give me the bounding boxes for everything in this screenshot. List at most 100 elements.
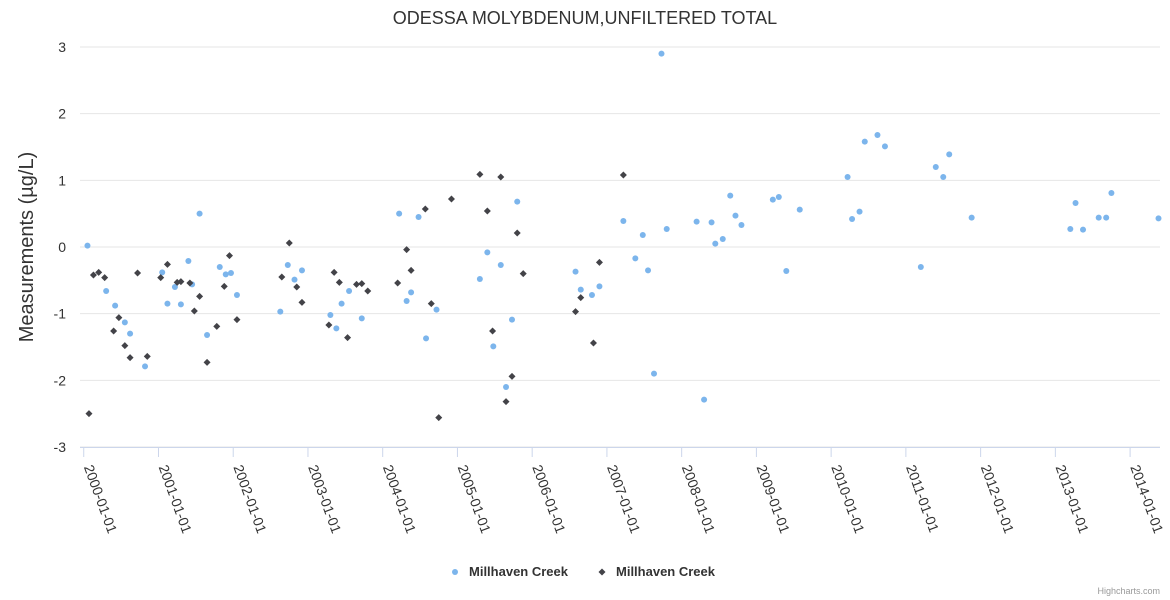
data-point[interactable]	[112, 302, 119, 309]
data-point[interactable]	[186, 279, 194, 287]
data-point[interactable]	[204, 332, 211, 338]
data-point[interactable]	[335, 278, 343, 286]
data-point[interactable]	[483, 207, 491, 215]
data-point[interactable]	[220, 282, 228, 290]
credits-link[interactable]: Highcharts.com	[1097, 586, 1160, 596]
data-point[interactable]	[658, 50, 665, 57]
data-point[interactable]	[157, 274, 165, 282]
data-point[interactable]	[196, 292, 204, 300]
data-point[interactable]	[177, 301, 184, 308]
data-point[interactable]	[134, 269, 142, 277]
data-point[interactable]	[619, 171, 627, 179]
data-point[interactable]	[110, 327, 118, 335]
data-point[interactable]	[940, 174, 947, 180]
data-point[interactable]	[588, 292, 595, 298]
data-point[interactable]	[185, 258, 192, 264]
data-point[interactable]	[408, 289, 415, 296]
data-point[interactable]	[126, 354, 134, 362]
data-point[interactable]	[513, 229, 521, 237]
data-point[interactable]	[115, 314, 123, 322]
data-point[interactable]	[225, 252, 233, 260]
data-point[interactable]	[293, 283, 301, 291]
data-point[interactable]	[284, 262, 291, 268]
data-point[interactable]	[497, 173, 505, 181]
data-point[interactable]	[1095, 214, 1102, 221]
data-point[interactable]	[163, 260, 171, 268]
legend-item[interactable]: Millhaven Creek	[598, 564, 716, 579]
data-point[interactable]	[330, 268, 338, 276]
data-point[interactable]	[946, 151, 953, 158]
data-point[interactable]	[427, 300, 435, 308]
data-point[interactable]	[484, 249, 491, 256]
data-point[interactable]	[693, 218, 700, 225]
data-point[interactable]	[222, 271, 229, 278]
data-point[interactable]	[651, 370, 658, 377]
data-point[interactable]	[396, 210, 403, 217]
data-point[interactable]	[233, 316, 241, 324]
data-point[interactable]	[917, 264, 924, 270]
data-point[interactable]	[844, 174, 851, 180]
data-point[interactable]	[502, 398, 510, 406]
data-point[interactable]	[85, 410, 93, 418]
data-point[interactable]	[514, 198, 521, 205]
data-point[interactable]	[277, 308, 284, 315]
data-point[interactable]	[327, 312, 334, 318]
data-point[interactable]	[503, 384, 510, 390]
data-point[interactable]	[353, 280, 361, 288]
data-point[interactable]	[143, 352, 151, 360]
data-point[interactable]	[932, 164, 939, 170]
data-point[interactable]	[881, 143, 888, 150]
data-point[interactable]	[577, 294, 585, 302]
data-point[interactable]	[1072, 200, 1079, 206]
data-point[interactable]	[435, 414, 443, 422]
data-point[interactable]	[572, 268, 579, 275]
data-point[interactable]	[101, 274, 109, 282]
data-point[interactable]	[403, 298, 410, 304]
data-point[interactable]	[196, 210, 203, 217]
legend[interactable]: Millhaven Creek Millhaven Creek	[452, 564, 716, 579]
data-point[interactable]	[346, 288, 353, 294]
data-point[interactable]	[298, 267, 305, 274]
data-point[interactable]	[476, 276, 483, 282]
data-point[interactable]	[447, 195, 455, 203]
data-point[interactable]	[861, 138, 868, 145]
data-point[interactable]	[433, 306, 440, 313]
data-point[interactable]	[216, 264, 223, 270]
data-point[interactable]	[415, 214, 422, 220]
data-point[interactable]	[1108, 190, 1115, 196]
data-point[interactable]	[121, 342, 129, 350]
data-point[interactable]	[783, 268, 790, 274]
data-point[interactable]	[127, 330, 134, 337]
data-point[interactable]	[639, 232, 646, 238]
data-point[interactable]	[509, 316, 515, 323]
data-point[interactable]	[394, 279, 402, 287]
data-point[interactable]	[589, 339, 597, 347]
data-point[interactable]	[1080, 226, 1087, 233]
data-point[interactable]	[849, 216, 856, 222]
data-point[interactable]	[572, 308, 580, 316]
data-point[interactable]	[325, 321, 333, 329]
data-point[interactable]	[171, 284, 178, 290]
data-point[interactable]	[775, 194, 782, 200]
data-point[interactable]	[338, 300, 345, 307]
data-point[interactable]	[645, 267, 652, 274]
data-point[interactable]	[712, 240, 719, 247]
data-point[interactable]	[663, 226, 670, 232]
data-point[interactable]	[291, 276, 298, 283]
data-point[interactable]	[620, 218, 627, 224]
data-point[interactable]	[489, 327, 497, 335]
data-point[interactable]	[968, 214, 975, 221]
data-point[interactable]	[227, 270, 234, 276]
data-point[interactable]	[719, 236, 726, 242]
data-point[interactable]	[595, 258, 603, 266]
legend-item[interactable]: Millhaven Creek	[452, 564, 569, 579]
data-point[interactable]	[732, 212, 739, 219]
data-point[interactable]	[796, 206, 803, 213]
data-point[interactable]	[727, 192, 734, 199]
data-point[interactable]	[407, 266, 415, 274]
data-point[interactable]	[508, 372, 516, 380]
data-point[interactable]	[333, 325, 340, 332]
data-point[interactable]	[769, 196, 776, 203]
data-point[interactable]	[358, 280, 366, 288]
data-point[interactable]	[278, 273, 286, 281]
